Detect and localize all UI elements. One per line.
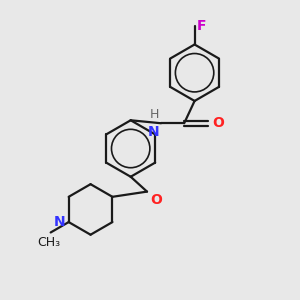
Text: O: O [151, 193, 163, 207]
Text: O: O [212, 116, 224, 130]
Text: N: N [148, 125, 159, 139]
Text: F: F [197, 19, 206, 33]
Text: H: H [150, 108, 159, 121]
Text: N: N [53, 215, 65, 229]
Text: CH₃: CH₃ [38, 236, 61, 249]
